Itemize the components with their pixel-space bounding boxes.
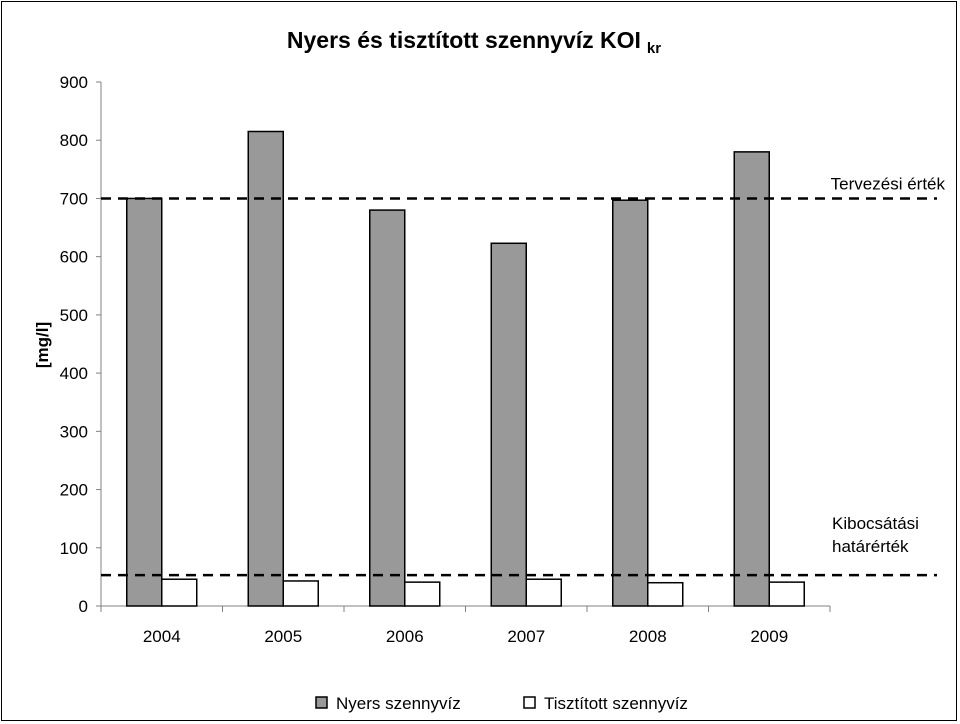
bar-nyers-2008 <box>612 199 649 607</box>
chart-title-subscript: kr <box>647 40 661 57</box>
y-tick-label: 900 <box>60 73 88 92</box>
bar-tisztitott-2008 <box>647 581 684 607</box>
bar-nyers-2009 <box>733 151 770 607</box>
x-tick-label: 2007 <box>507 627 545 646</box>
bar-nyers-2004 <box>126 197 163 607</box>
legend-label-1: Tisztított szennyvíz <box>544 694 688 713</box>
y-tick-label: 400 <box>60 364 88 383</box>
bar-tisztitott-2007 <box>525 578 562 607</box>
x-tick-label: 2004 <box>143 627 181 646</box>
bar-tisztitott-2005 <box>282 580 319 607</box>
x-tick-label: 2009 <box>750 627 788 646</box>
legend-swatch-0 <box>315 696 328 709</box>
reference-label-limit-line2: határérték <box>832 537 909 556</box>
y-tick-label: 600 <box>60 248 88 267</box>
y-tick-label: 0 <box>79 597 88 616</box>
bar-tisztitott-2009 <box>768 581 805 607</box>
y-tick-label: 200 <box>60 481 88 500</box>
x-tick-label: 2006 <box>386 627 424 646</box>
bar-nyers-2007 <box>490 242 527 607</box>
y-tick-label: 800 <box>60 131 88 150</box>
legend-swatch-1 <box>523 696 536 709</box>
x-tick-label: 2005 <box>264 627 302 646</box>
bar-tisztitott-2006 <box>404 581 441 607</box>
y-tick-label: 100 <box>60 539 88 558</box>
reference-label-design: Tervezési érték <box>831 174 946 193</box>
legend-label-0: Nyers szennyvíz <box>336 694 461 713</box>
bar-tisztitott-2004 <box>161 578 198 607</box>
x-tick-label: 2008 <box>629 627 667 646</box>
bar-nyers-2006 <box>369 209 406 607</box>
y-axis-label: [mg/l] <box>33 322 52 368</box>
reference-label-limit-line1: Kibocsátási <box>832 514 919 533</box>
chart-title: Nyers és tisztított szennyvíz KOI kr <box>287 27 661 57</box>
y-tick-label: 500 <box>60 306 88 325</box>
y-tick-label: 700 <box>60 189 88 208</box>
bar-nyers-2005 <box>247 130 284 607</box>
y-tick-label: 300 <box>60 422 88 441</box>
